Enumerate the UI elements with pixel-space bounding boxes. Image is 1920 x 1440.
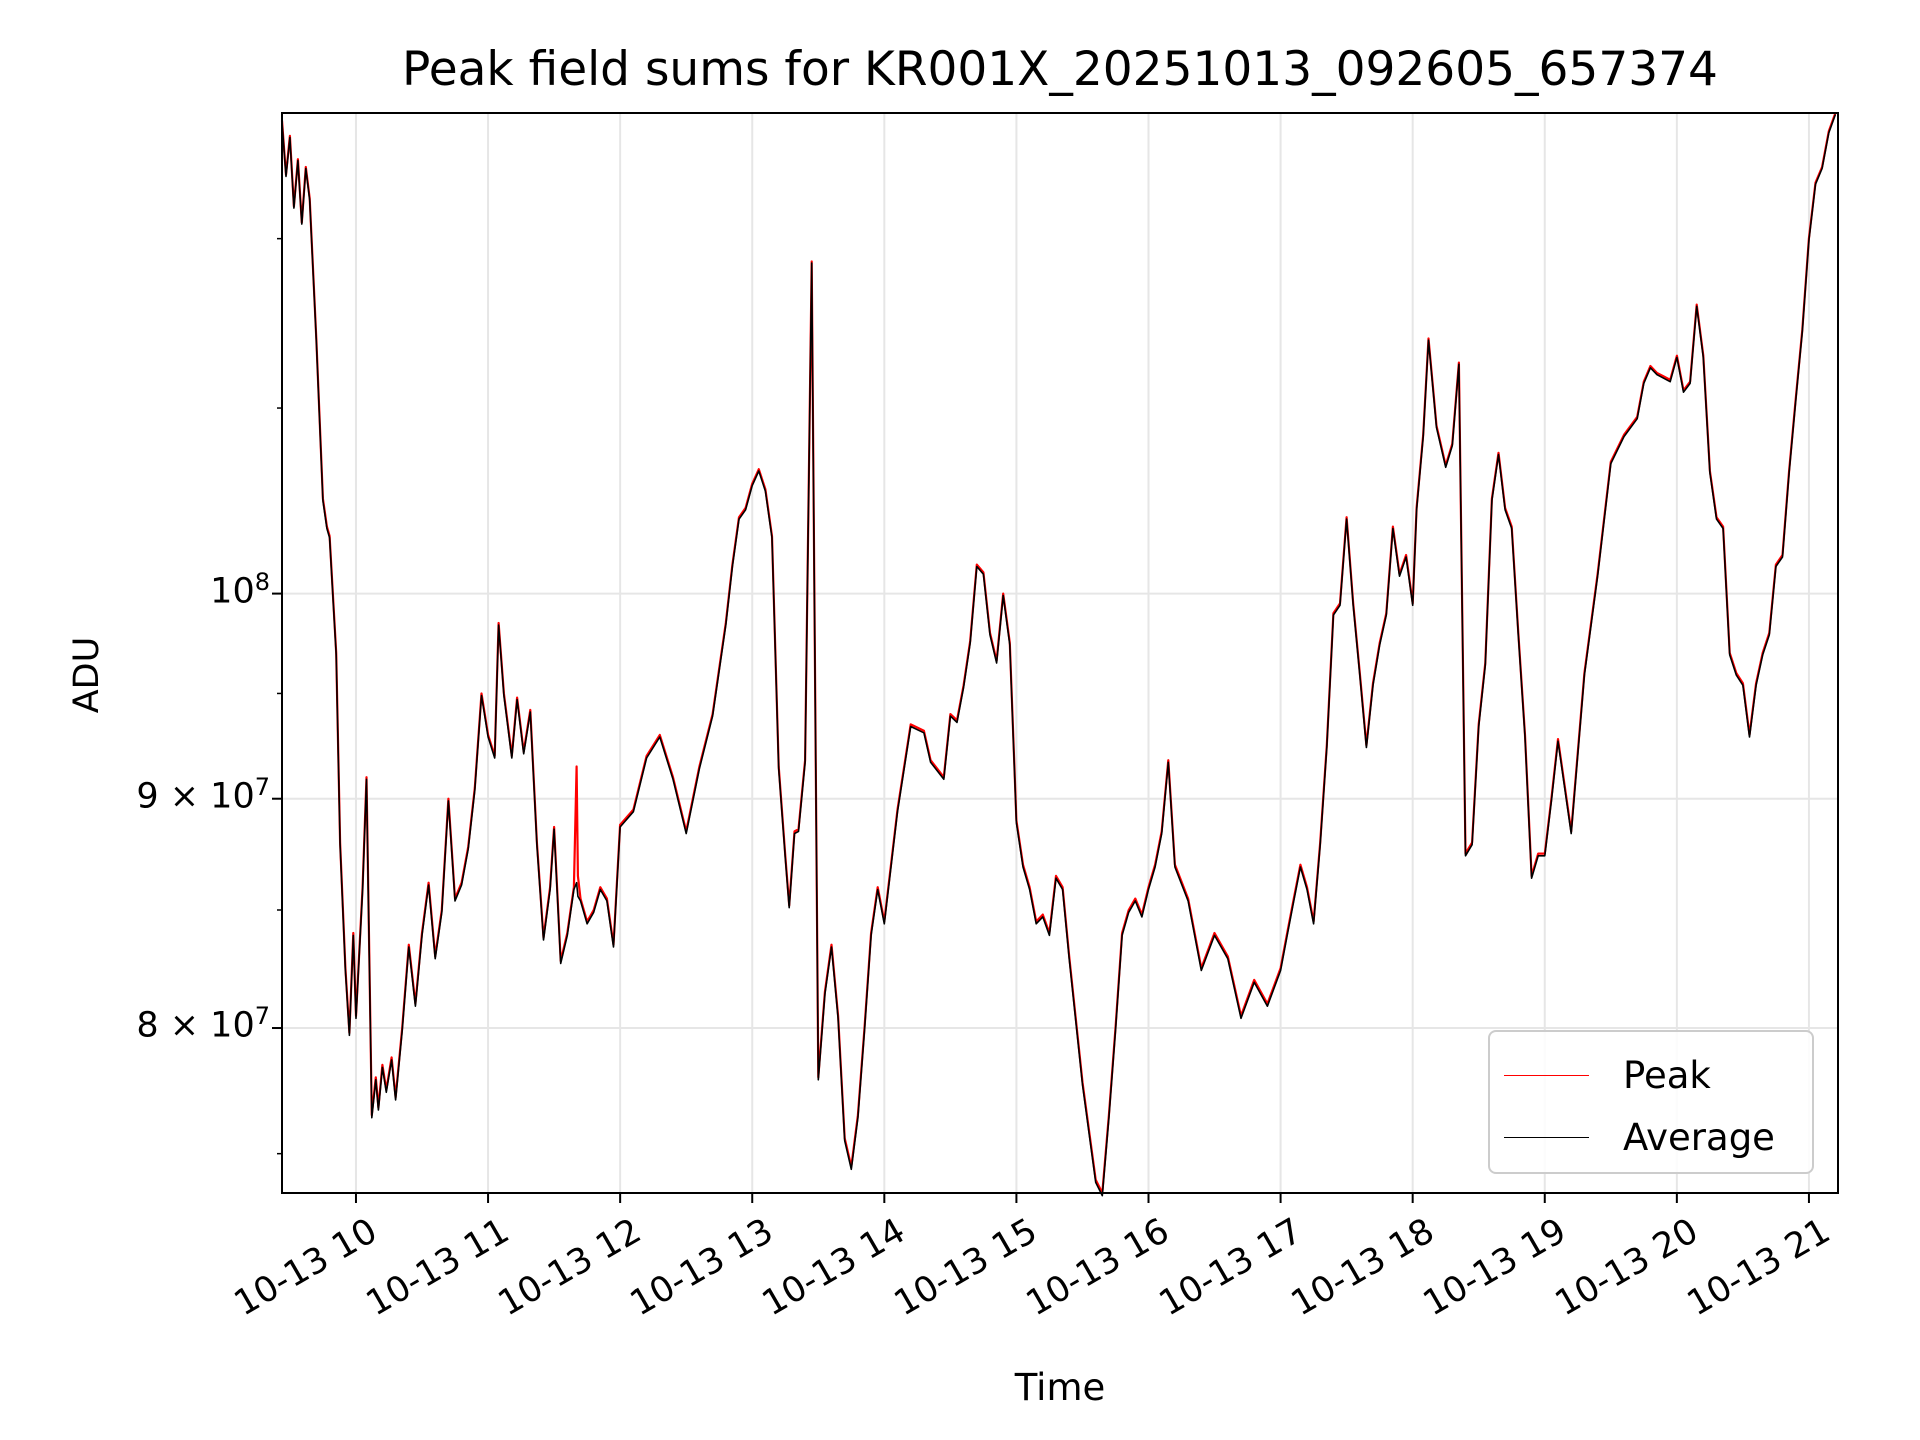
legend-item-peak: Peak: [1504, 1050, 1711, 1100]
y-axis-label: ADU: [67, 636, 107, 714]
series-line-average: [281, 114, 1837, 1197]
tick-marks: [272, 237, 1810, 1203]
legend-label-average: Average: [1623, 1115, 1775, 1159]
legend-label-peak: Peak: [1623, 1053, 1711, 1097]
legend-swatch-peak: [1504, 1074, 1589, 1076]
legend-item-average: Average: [1504, 1112, 1775, 1162]
series-lines: [280, 112, 1837, 1197]
legend: Peak Average: [1488, 1030, 1814, 1174]
grid-lines: [282, 113, 1838, 1193]
x-axis-label: Time: [1014, 1366, 1106, 1409]
y-tick-label: 108: [210, 567, 270, 612]
plot-frame: [281, 112, 1839, 1194]
chart-title: Peak field sums for KR001X_20251013_0926…: [402, 42, 1718, 97]
legend-swatch-average: [1504, 1136, 1589, 1138]
y-tick-label: 8 × 107: [136, 1002, 270, 1046]
y-tick-label: 9 × 107: [136, 772, 270, 817]
